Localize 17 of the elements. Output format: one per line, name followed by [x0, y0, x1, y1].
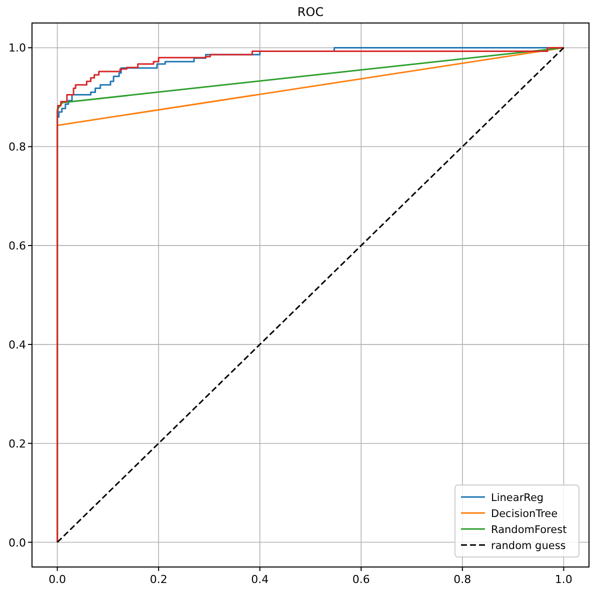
y-tick-label: 0.0 [8, 536, 26, 550]
x-tick-label: 0.2 [150, 573, 168, 586]
legend-label: LinearReg [491, 492, 544, 504]
x-tick-label: 0.4 [251, 573, 269, 586]
chart-title: ROC [297, 5, 324, 19]
x-tick-label: 0.0 [48, 573, 66, 586]
x-tick-label: 0.8 [454, 573, 472, 586]
y-tick-label: 0.8 [8, 140, 26, 154]
y-tick-label: 1.0 [8, 42, 26, 55]
y-tick-label: 0.6 [8, 240, 26, 253]
legend-label: RandomForest [491, 524, 567, 536]
y-tick-label: 0.2 [8, 437, 26, 450]
legend-label: random guess [491, 540, 566, 552]
x-tick-label: 0.6 [352, 573, 370, 586]
x-tick-label: 1.0 [554, 573, 572, 586]
y-tick-label: 0.4 [8, 338, 26, 352]
legend-label: DecisionTree [491, 508, 558, 520]
